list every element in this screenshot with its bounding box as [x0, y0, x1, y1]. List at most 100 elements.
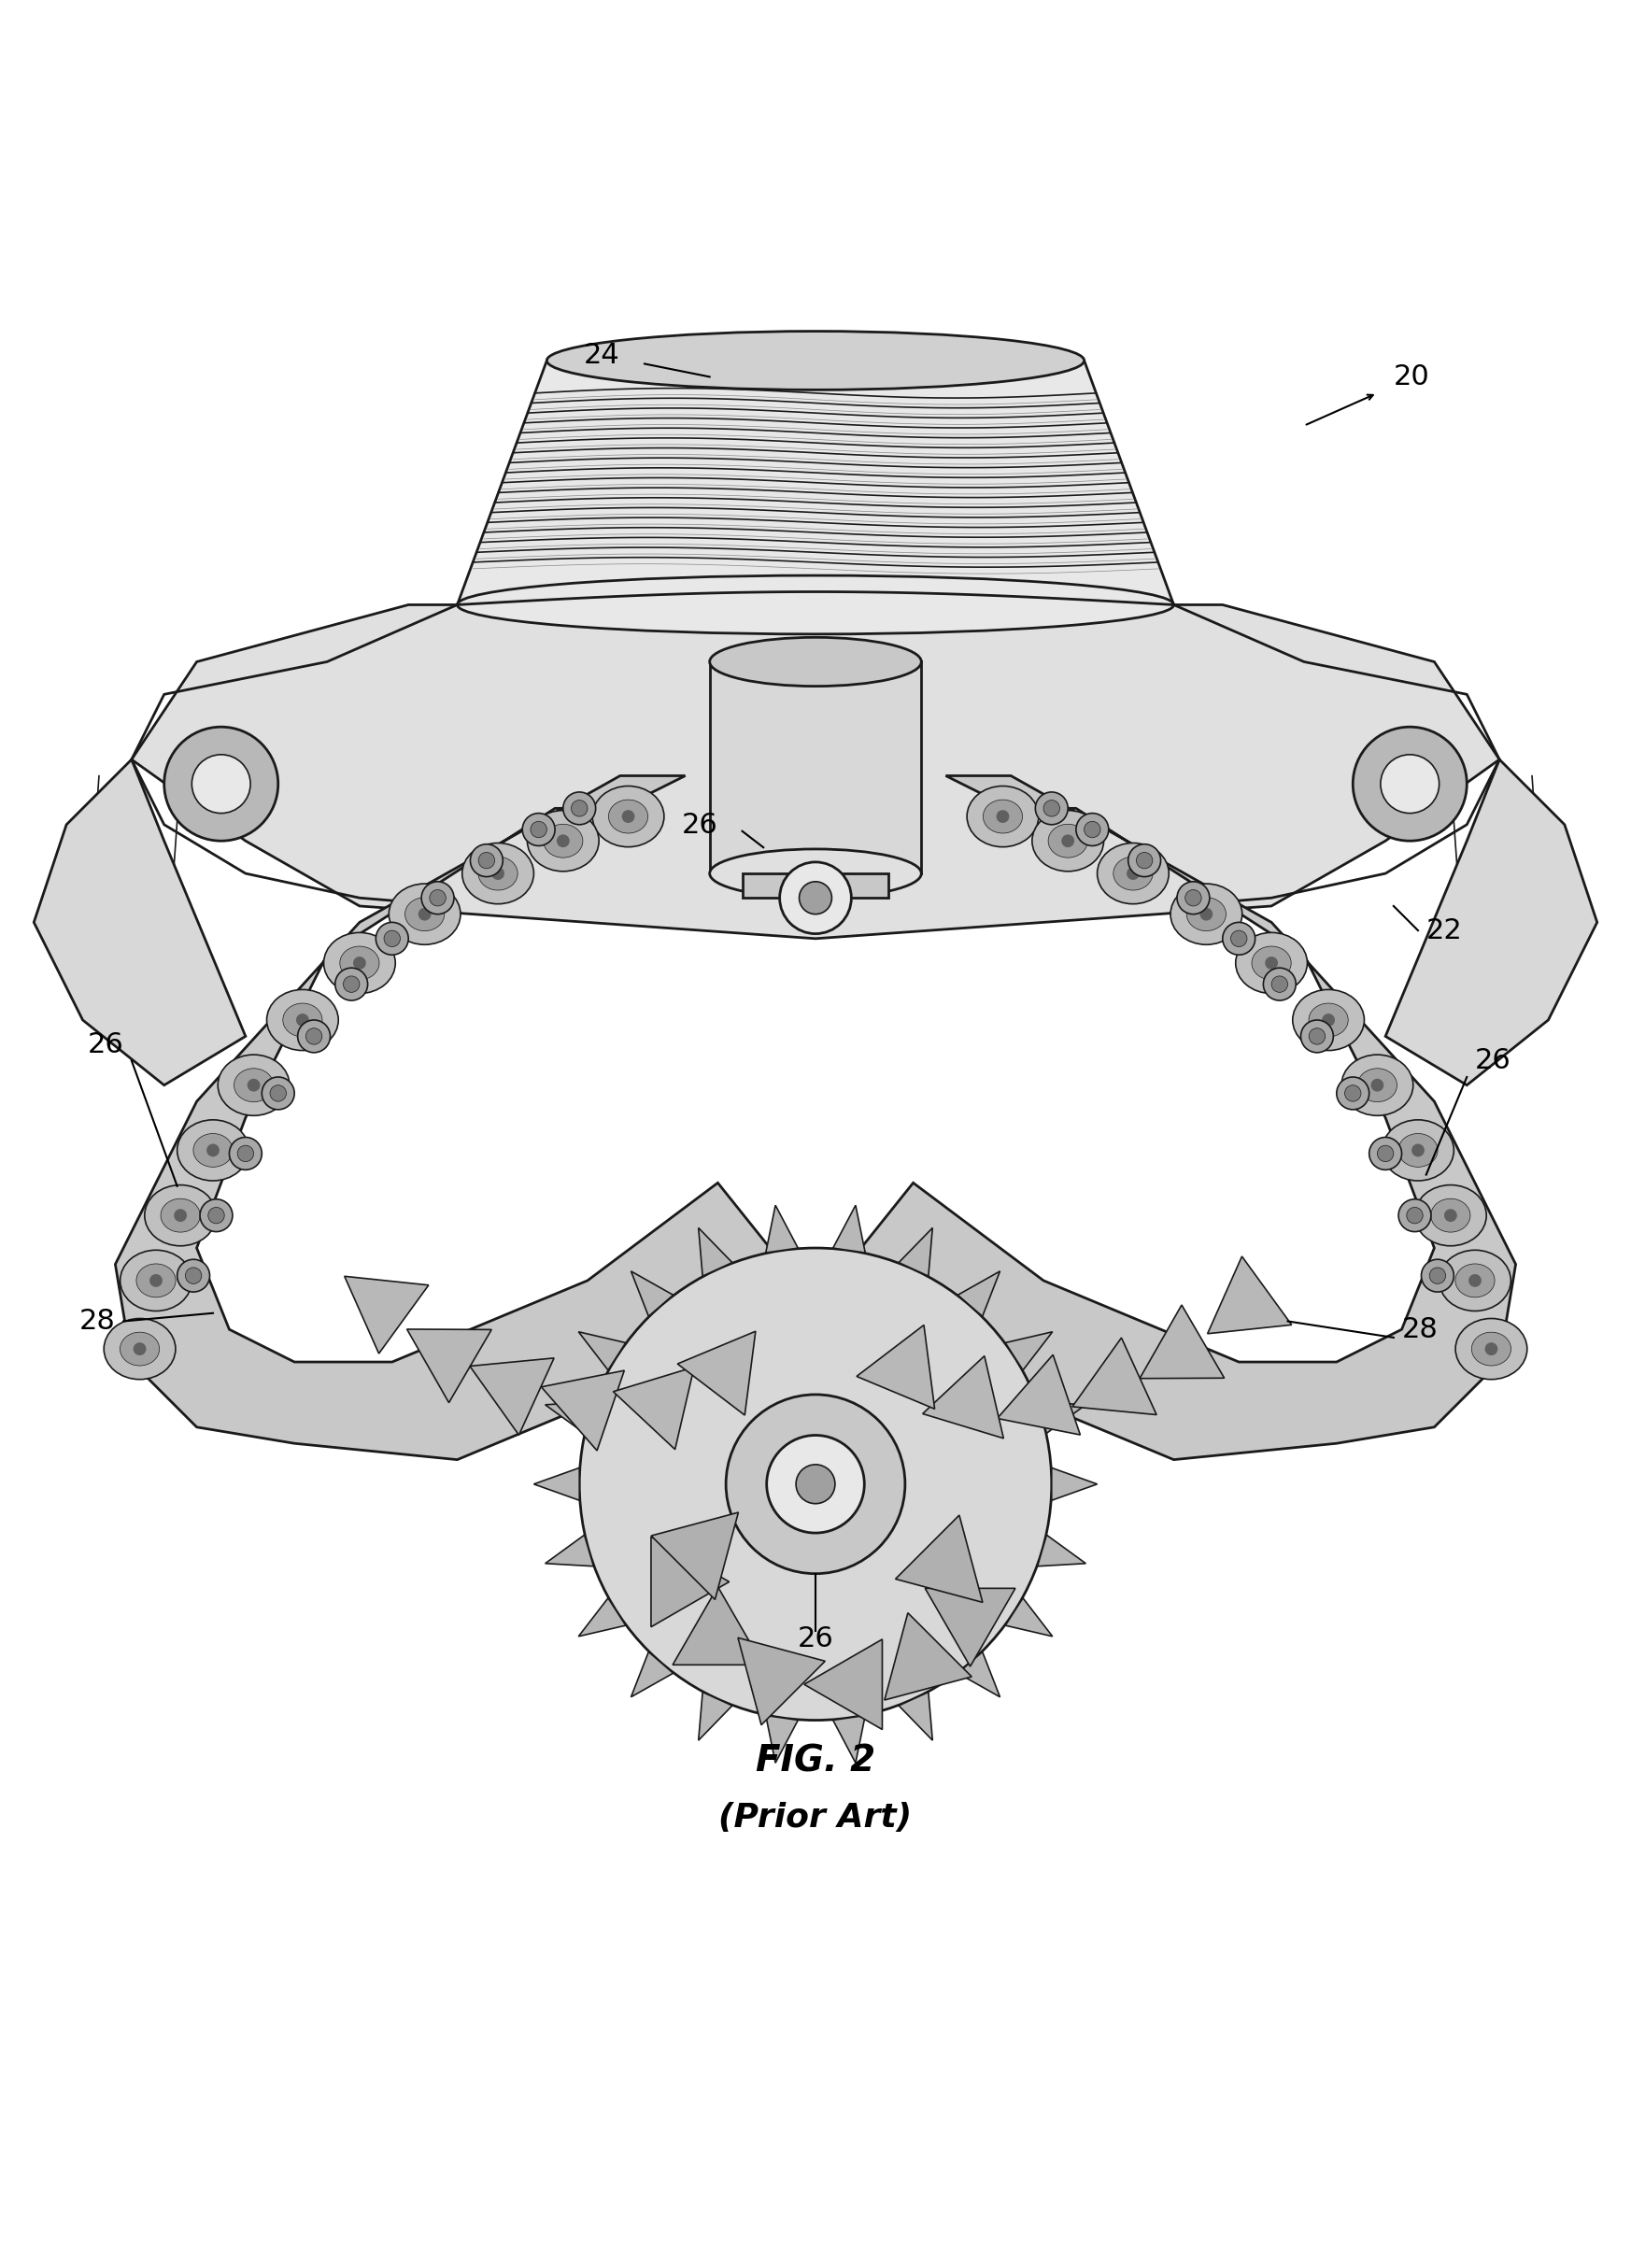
Polygon shape	[767, 1715, 798, 1762]
Ellipse shape	[1439, 1250, 1510, 1311]
Polygon shape	[1052, 1467, 1098, 1501]
Polygon shape	[132, 606, 1499, 939]
Circle shape	[1200, 907, 1213, 921]
Circle shape	[150, 1275, 163, 1286]
Circle shape	[263, 1077, 295, 1109]
Ellipse shape	[1455, 1318, 1527, 1379]
Ellipse shape	[233, 1068, 274, 1102]
Text: 20: 20	[1393, 363, 1430, 390]
Polygon shape	[545, 1402, 594, 1433]
Ellipse shape	[1114, 857, 1153, 891]
Circle shape	[1411, 1143, 1424, 1157]
Ellipse shape	[983, 801, 1023, 832]
Polygon shape	[631, 1651, 674, 1696]
Ellipse shape	[1032, 810, 1104, 871]
Circle shape	[780, 862, 851, 934]
Circle shape	[1344, 1084, 1360, 1102]
Polygon shape	[957, 1270, 1000, 1315]
Polygon shape	[1385, 760, 1597, 1084]
Polygon shape	[1037, 1402, 1086, 1433]
Circle shape	[209, 1207, 225, 1222]
Circle shape	[491, 866, 504, 880]
Circle shape	[375, 923, 408, 955]
Polygon shape	[1037, 1535, 1086, 1567]
Circle shape	[175, 1209, 188, 1222]
Circle shape	[1062, 835, 1075, 848]
Circle shape	[383, 930, 400, 946]
Polygon shape	[116, 776, 783, 1461]
Circle shape	[1137, 853, 1153, 869]
Circle shape	[1443, 1209, 1456, 1222]
Circle shape	[1272, 975, 1288, 993]
Circle shape	[799, 882, 832, 914]
Circle shape	[1336, 1077, 1368, 1109]
Polygon shape	[698, 1227, 732, 1277]
Polygon shape	[457, 361, 1174, 606]
Ellipse shape	[137, 1263, 176, 1297]
Ellipse shape	[1414, 1184, 1486, 1245]
Text: (Prior Art): (Prior Art)	[719, 1803, 912, 1835]
Polygon shape	[742, 873, 889, 898]
Ellipse shape	[121, 1331, 160, 1365]
Ellipse shape	[145, 1184, 217, 1245]
Polygon shape	[631, 1270, 674, 1315]
Circle shape	[271, 1084, 287, 1102]
Ellipse shape	[1471, 1331, 1510, 1365]
Circle shape	[1266, 957, 1279, 968]
Text: FIG. 2: FIG. 2	[755, 1744, 876, 1778]
Circle shape	[1264, 968, 1297, 1000]
Polygon shape	[533, 1467, 579, 1501]
Ellipse shape	[592, 787, 664, 846]
Polygon shape	[1005, 1599, 1052, 1637]
Polygon shape	[34, 760, 246, 1084]
Circle shape	[726, 1395, 905, 1574]
Ellipse shape	[1357, 1068, 1398, 1102]
Ellipse shape	[121, 1250, 192, 1311]
Text: 26: 26	[86, 1032, 124, 1059]
Circle shape	[1076, 814, 1109, 846]
Ellipse shape	[543, 823, 582, 857]
Ellipse shape	[1398, 1134, 1437, 1168]
Ellipse shape	[1293, 989, 1364, 1050]
Circle shape	[522, 814, 555, 846]
Circle shape	[1044, 801, 1060, 816]
Circle shape	[563, 792, 595, 826]
Circle shape	[478, 853, 494, 869]
Text: 26: 26	[682, 812, 718, 839]
Circle shape	[186, 1268, 202, 1284]
Circle shape	[230, 1136, 263, 1170]
Polygon shape	[899, 1227, 933, 1277]
Circle shape	[297, 1014, 308, 1027]
Circle shape	[1377, 1145, 1393, 1161]
Ellipse shape	[219, 1055, 290, 1116]
Text: 24: 24	[584, 342, 620, 370]
Circle shape	[1368, 1136, 1401, 1170]
Polygon shape	[698, 1692, 732, 1740]
Polygon shape	[1005, 1331, 1052, 1370]
Ellipse shape	[1187, 898, 1227, 930]
Polygon shape	[545, 1535, 594, 1567]
Circle shape	[418, 907, 431, 921]
Circle shape	[1323, 1014, 1334, 1027]
Circle shape	[1380, 755, 1439, 814]
Ellipse shape	[1236, 932, 1308, 993]
Ellipse shape	[608, 801, 648, 832]
Circle shape	[248, 1080, 261, 1091]
Circle shape	[1468, 1275, 1481, 1286]
Polygon shape	[709, 662, 922, 873]
Ellipse shape	[462, 844, 533, 905]
Ellipse shape	[1430, 1200, 1470, 1232]
Circle shape	[1370, 1080, 1383, 1091]
Polygon shape	[767, 1204, 798, 1252]
Text: 28: 28	[78, 1309, 116, 1336]
Circle shape	[192, 755, 251, 814]
Text: 22: 22	[1425, 916, 1463, 943]
Circle shape	[134, 1343, 147, 1356]
Circle shape	[1310, 1027, 1326, 1046]
Polygon shape	[833, 1715, 864, 1762]
Circle shape	[1484, 1343, 1497, 1356]
Ellipse shape	[1308, 1002, 1349, 1036]
Text: 26: 26	[1474, 1048, 1512, 1075]
Ellipse shape	[527, 810, 599, 871]
Ellipse shape	[194, 1134, 233, 1168]
